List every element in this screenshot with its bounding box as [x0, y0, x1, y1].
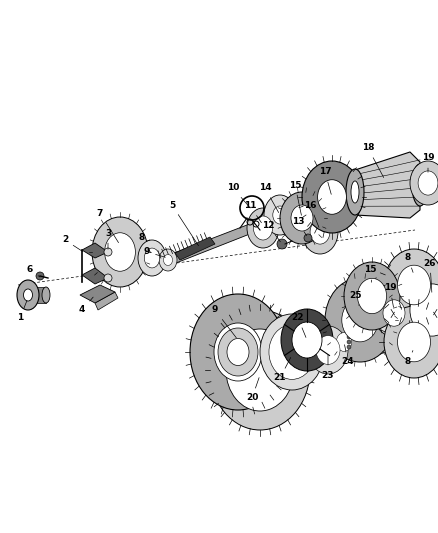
Text: 19: 19: [384, 284, 396, 307]
Ellipse shape: [302, 210, 338, 254]
Ellipse shape: [418, 171, 438, 195]
Ellipse shape: [318, 180, 346, 214]
Ellipse shape: [105, 233, 135, 271]
Text: 2: 2: [62, 236, 83, 252]
Text: 5: 5: [169, 200, 198, 246]
Text: 8: 8: [405, 351, 413, 367]
Text: 8: 8: [139, 233, 151, 253]
Ellipse shape: [412, 164, 428, 206]
Text: 18: 18: [362, 143, 384, 177]
Ellipse shape: [383, 300, 405, 326]
Ellipse shape: [159, 249, 177, 271]
Ellipse shape: [346, 169, 364, 215]
Text: 17: 17: [319, 167, 331, 195]
Circle shape: [347, 340, 351, 344]
Text: 10: 10: [227, 183, 250, 208]
Text: 16: 16: [304, 200, 319, 228]
Ellipse shape: [302, 161, 362, 233]
Ellipse shape: [280, 192, 324, 244]
Ellipse shape: [357, 278, 387, 314]
Ellipse shape: [190, 294, 286, 410]
Ellipse shape: [264, 195, 296, 235]
Text: 1: 1: [17, 301, 27, 322]
Polygon shape: [82, 243, 108, 258]
Ellipse shape: [226, 329, 294, 411]
Ellipse shape: [227, 338, 249, 366]
Ellipse shape: [144, 248, 160, 268]
Text: 25: 25: [349, 290, 361, 305]
Ellipse shape: [269, 325, 315, 379]
Text: 3: 3: [105, 229, 111, 249]
Circle shape: [347, 345, 351, 349]
Text: 21: 21: [274, 358, 291, 383]
Ellipse shape: [325, 278, 395, 362]
Ellipse shape: [247, 208, 279, 248]
Text: 15: 15: [289, 181, 301, 215]
Polygon shape: [80, 285, 115, 303]
Polygon shape: [95, 292, 118, 310]
Ellipse shape: [316, 336, 340, 365]
Ellipse shape: [394, 265, 438, 355]
Circle shape: [104, 274, 112, 282]
Text: 9: 9: [212, 305, 237, 338]
Ellipse shape: [384, 249, 438, 321]
Text: 24: 24: [342, 345, 354, 367]
Ellipse shape: [308, 326, 348, 374]
Circle shape: [347, 335, 351, 339]
Text: 11: 11: [244, 201, 261, 223]
Text: 19: 19: [422, 154, 434, 172]
Circle shape: [277, 239, 287, 249]
Polygon shape: [28, 287, 46, 303]
Ellipse shape: [292, 322, 322, 358]
Ellipse shape: [398, 322, 431, 362]
Ellipse shape: [410, 161, 438, 205]
Text: 13: 13: [292, 217, 307, 236]
Ellipse shape: [260, 314, 324, 390]
Ellipse shape: [342, 298, 378, 342]
Ellipse shape: [336, 333, 352, 351]
Ellipse shape: [24, 289, 32, 301]
Polygon shape: [143, 220, 265, 274]
Ellipse shape: [273, 206, 287, 224]
Polygon shape: [175, 237, 215, 260]
Ellipse shape: [17, 280, 39, 310]
Ellipse shape: [254, 216, 272, 240]
Ellipse shape: [330, 325, 358, 359]
Ellipse shape: [384, 306, 438, 378]
Text: 14: 14: [259, 183, 279, 213]
Text: 26: 26: [424, 259, 436, 292]
Ellipse shape: [291, 205, 313, 231]
Text: 8: 8: [405, 254, 413, 272]
Circle shape: [104, 248, 112, 256]
Text: 7: 7: [97, 208, 119, 243]
Ellipse shape: [398, 265, 431, 305]
Ellipse shape: [417, 175, 424, 195]
Ellipse shape: [344, 262, 400, 330]
Ellipse shape: [374, 289, 414, 337]
Ellipse shape: [138, 240, 166, 276]
Ellipse shape: [163, 254, 173, 265]
Ellipse shape: [92, 217, 148, 287]
Text: 12: 12: [262, 221, 280, 242]
Ellipse shape: [351, 181, 359, 203]
Ellipse shape: [310, 220, 330, 244]
Text: 4: 4: [79, 297, 93, 314]
Ellipse shape: [42, 287, 50, 303]
Ellipse shape: [218, 328, 258, 376]
Ellipse shape: [214, 323, 262, 381]
Polygon shape: [82, 268, 108, 284]
Ellipse shape: [410, 284, 438, 336]
Text: 6: 6: [27, 265, 40, 277]
Text: 9: 9: [144, 247, 165, 257]
Text: 20: 20: [246, 377, 259, 402]
Text: 22: 22: [292, 313, 306, 337]
Text: 23: 23: [322, 355, 334, 379]
Ellipse shape: [281, 309, 333, 371]
Circle shape: [36, 272, 44, 280]
Circle shape: [304, 234, 312, 242]
Polygon shape: [355, 152, 420, 218]
Ellipse shape: [210, 310, 310, 430]
Text: 15: 15: [364, 265, 376, 282]
